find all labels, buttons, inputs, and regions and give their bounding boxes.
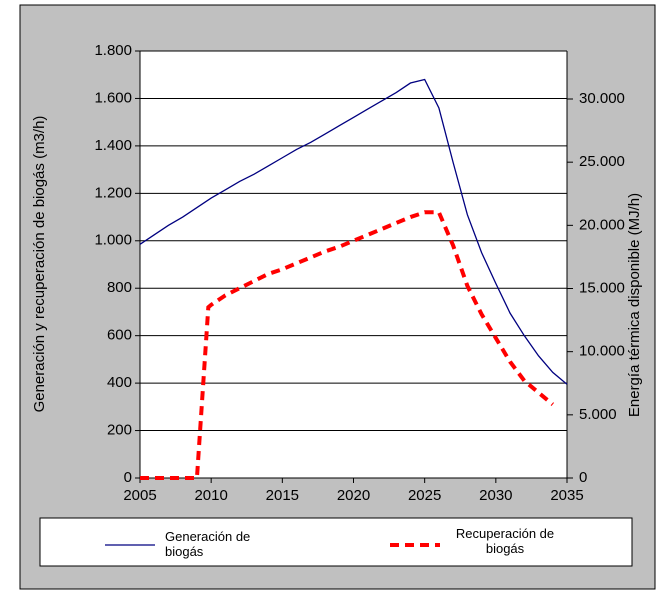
y2-axis-label: Energía térmica disponible (MJ/h)	[626, 193, 643, 417]
y-tick-label: 1.400	[94, 137, 132, 154]
y-tick-label: 200	[107, 422, 132, 439]
series-line	[139, 78, 568, 385]
y-tick-label: 1.600	[94, 89, 132, 106]
y-tick-label: 400	[107, 374, 132, 391]
x-tick-label: 2010	[194, 487, 227, 504]
plot-area	[140, 51, 567, 478]
y-tick-label: 600	[107, 327, 132, 344]
legend-label: Recuperación de biogás	[455, 526, 555, 556]
series-line	[140, 210, 555, 480]
y-tick-label: 0	[124, 469, 132, 486]
y2-tick-label: 15.000	[579, 279, 625, 296]
y2-tick-label: 25.000	[579, 153, 625, 170]
x-tick-label: 2020	[337, 487, 370, 504]
legend-label: Generación de biogás	[165, 529, 251, 559]
x-tick-label: 2035	[550, 487, 583, 504]
y-axis-label: Generación y recuperación de biogás (m3/…	[31, 116, 48, 413]
y2-tick-label: 10.000	[579, 343, 625, 360]
x-tick-label: 2030	[479, 487, 512, 504]
legend-box	[39, 517, 633, 567]
y2-tick-label: 0	[579, 469, 587, 486]
x-tick-label: 2015	[266, 487, 299, 504]
y-tick-label: 1.200	[94, 184, 132, 201]
x-tick-label: 2005	[123, 487, 156, 504]
y-tick-label: 1.000	[94, 232, 132, 249]
y2-tick-label: 20.000	[579, 216, 625, 233]
y2-tick-label: 5.000	[579, 406, 617, 423]
y2-tick-label: 30.000	[579, 90, 625, 107]
x-tick-label: 2025	[408, 487, 441, 504]
y-tick-label: 1.800	[94, 42, 132, 59]
y-tick-label: 800	[107, 279, 132, 296]
